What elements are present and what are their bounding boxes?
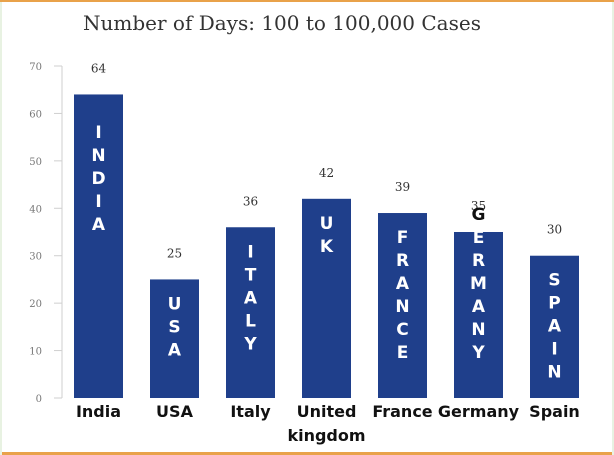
category-label: Italy bbox=[230, 402, 271, 421]
category-label: France bbox=[372, 402, 432, 421]
category-label: USA bbox=[156, 402, 194, 421]
y-tick-label: 60 bbox=[29, 109, 42, 120]
y-tick-label: 30 bbox=[29, 252, 42, 263]
y-tick-label: 40 bbox=[29, 204, 42, 215]
bar bbox=[150, 279, 199, 398]
y-tick-label: 10 bbox=[29, 347, 42, 358]
category-label: India bbox=[76, 402, 121, 421]
category-label: United kingdom bbox=[287, 402, 365, 445]
y-tick-label: 20 bbox=[29, 299, 42, 310]
data-label: 25 bbox=[167, 246, 182, 260]
top-accent-rule bbox=[0, 0, 614, 2]
data-label: 30 bbox=[547, 223, 562, 237]
bar bbox=[226, 227, 275, 398]
chart-title: Number of Days: 100 to 100,000 Cases bbox=[83, 11, 481, 35]
bar bbox=[302, 198, 351, 398]
y-tick-label: 0 bbox=[36, 394, 42, 405]
category-label: Spain bbox=[529, 402, 580, 421]
bar bbox=[454, 232, 503, 398]
bar bbox=[378, 213, 427, 398]
data-label: 36 bbox=[243, 194, 258, 208]
data-label: 64 bbox=[91, 61, 107, 75]
category-label: Germany bbox=[438, 402, 520, 421]
y-tick-label: 50 bbox=[29, 157, 42, 168]
bar bbox=[530, 255, 579, 398]
y-tick-label: 70 bbox=[29, 62, 42, 73]
bar bbox=[74, 94, 123, 398]
data-label: 39 bbox=[395, 180, 410, 194]
data-label: 35 bbox=[471, 199, 486, 213]
data-label: 42 bbox=[319, 166, 334, 180]
